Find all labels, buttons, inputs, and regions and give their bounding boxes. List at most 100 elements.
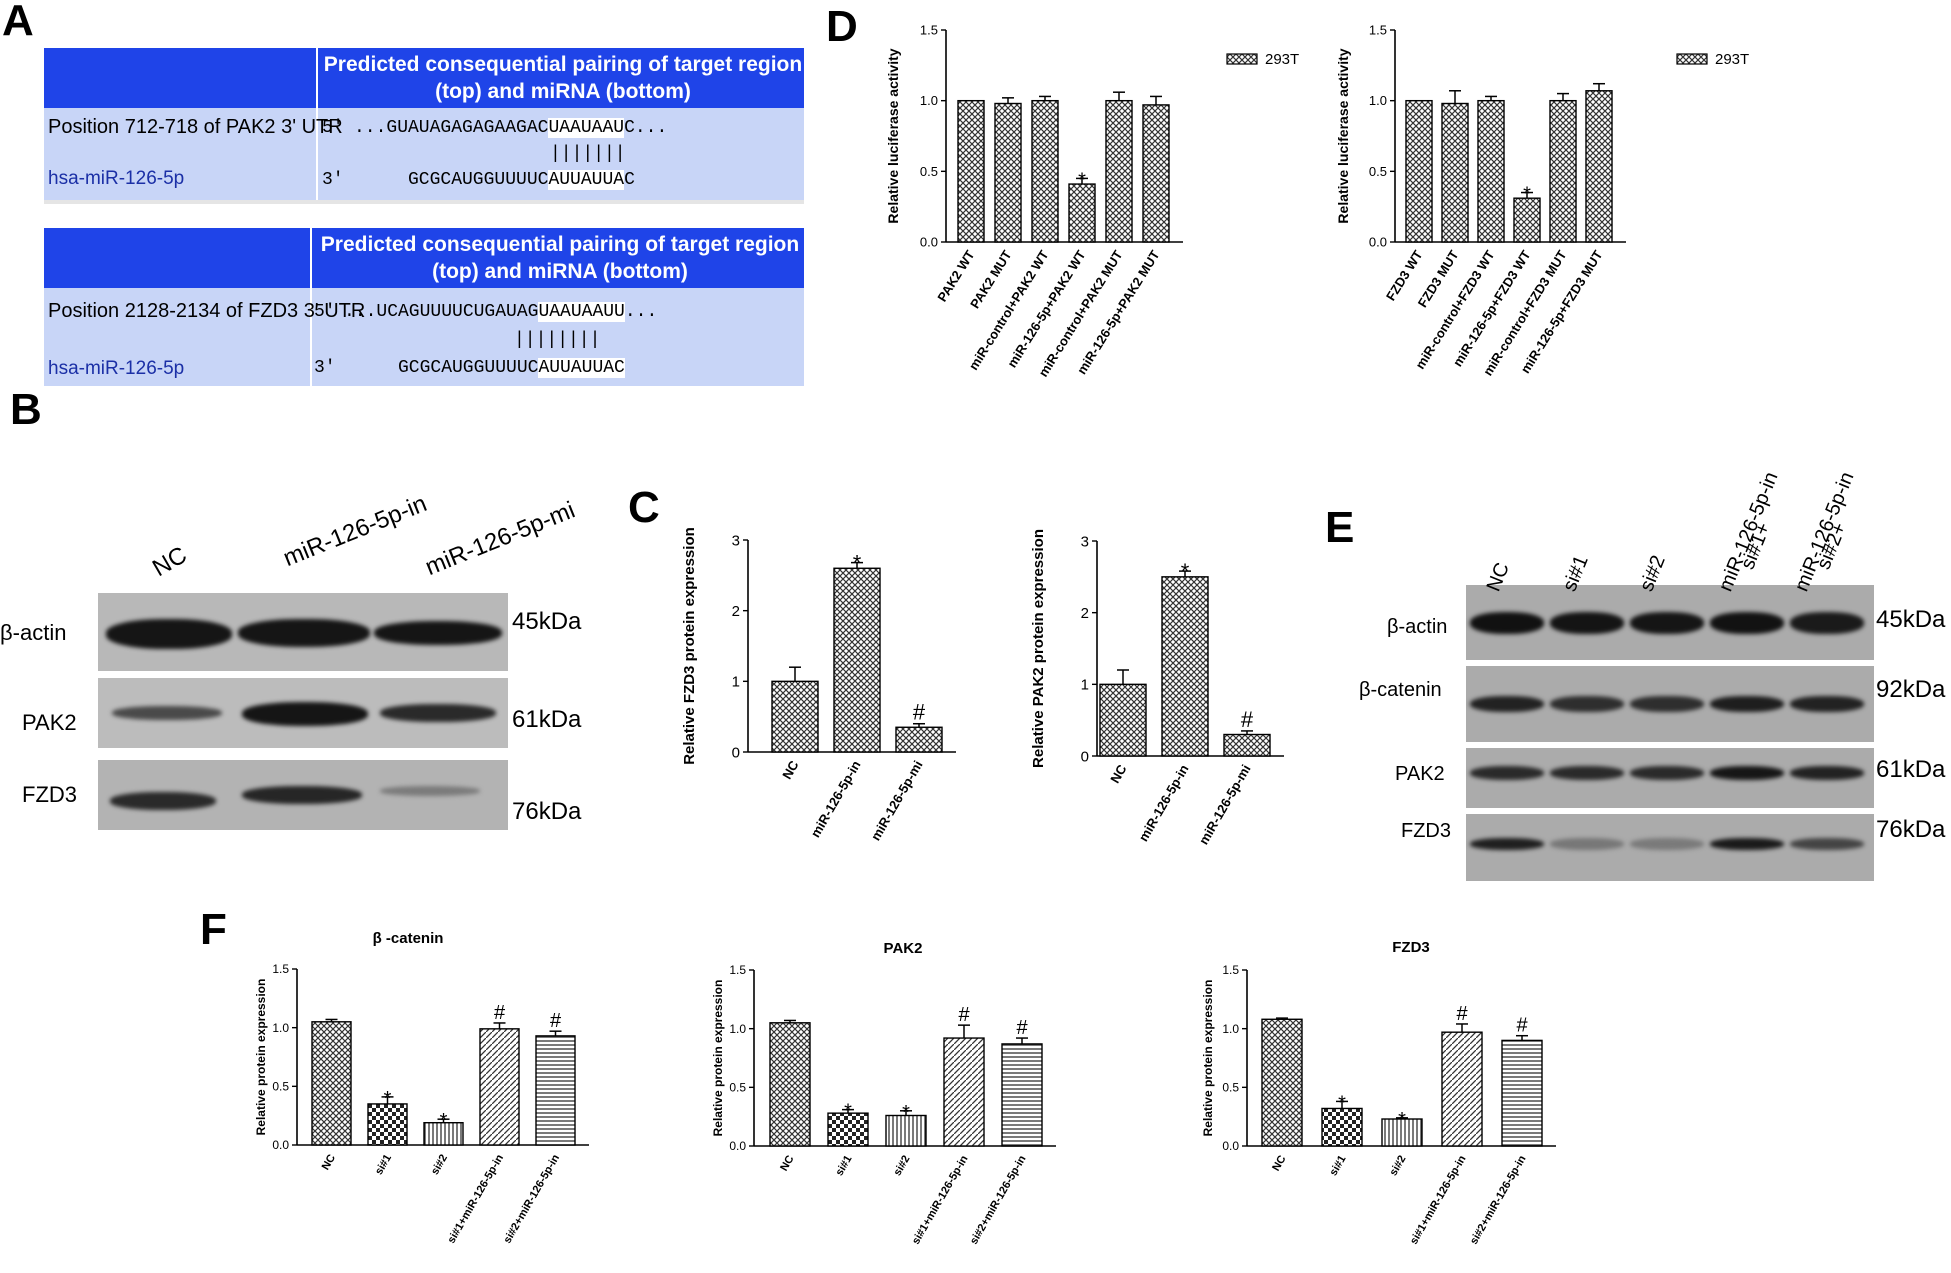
category-label: si#2 bbox=[1387, 1154, 1408, 1179]
category-label: NC bbox=[779, 757, 802, 781]
band bbox=[1630, 838, 1704, 850]
significance-mark: * bbox=[902, 1102, 910, 1124]
chart-title: FZD3 bbox=[1392, 939, 1430, 956]
category-label: si#1 bbox=[373, 1153, 394, 1178]
table-header: Predicted consequential pairing of targe… bbox=[44, 228, 804, 288]
band bbox=[106, 619, 232, 649]
y-tick-label: 1.5 bbox=[272, 962, 289, 976]
category-label: si#2 bbox=[891, 1154, 912, 1179]
kda-label: 76kDa bbox=[1876, 816, 1946, 843]
column-divider bbox=[316, 48, 318, 200]
significance-mark: * bbox=[1523, 184, 1531, 206]
band bbox=[1550, 696, 1624, 712]
legend-label: 293T bbox=[1715, 51, 1749, 68]
protein-label: FZD3 bbox=[22, 782, 77, 807]
target-position: Position 712-718 of PAK2 3' UTR bbox=[48, 116, 343, 138]
category-label: si#1+miR-126-5p-in bbox=[1408, 1153, 1469, 1246]
y-axis-label: Relative PAK2 protein expression bbox=[1030, 529, 1047, 768]
column-divider bbox=[310, 228, 312, 386]
y-tick-label: 2 bbox=[732, 603, 740, 620]
pairing-bars: |||||||| bbox=[514, 330, 601, 350]
protein-label: β-actin bbox=[0, 620, 67, 645]
y-tick-label: 3 bbox=[732, 532, 740, 549]
bar bbox=[1549, 99, 1577, 243]
panel-letter-b: B bbox=[10, 385, 42, 434]
y-axis-label: Relative luciferase activity bbox=[1335, 48, 1351, 223]
bar bbox=[1068, 183, 1096, 243]
bar bbox=[1585, 90, 1613, 243]
bar bbox=[479, 1028, 520, 1146]
bar bbox=[885, 1114, 927, 1147]
prime-5-label: 5' bbox=[314, 302, 336, 322]
protein-label: PAK2 bbox=[1395, 763, 1445, 785]
band bbox=[1470, 766, 1544, 780]
mirna-sequence: GCGCAUGGUUUUCAUUAUUAC bbox=[398, 358, 625, 378]
band bbox=[1710, 838, 1784, 850]
bar bbox=[1001, 1043, 1043, 1147]
chart-title: β -catenin bbox=[373, 930, 444, 947]
bar bbox=[367, 1103, 408, 1146]
bar bbox=[1142, 104, 1170, 243]
y-tick-label: 0.0 bbox=[1222, 1139, 1239, 1153]
band bbox=[110, 792, 216, 810]
significance-mark: * bbox=[844, 1101, 852, 1123]
protein-label: FZD3 bbox=[1401, 820, 1451, 842]
strip-separator bbox=[1466, 660, 1874, 666]
y-tick-label: 1.5 bbox=[920, 23, 938, 38]
band bbox=[1710, 612, 1784, 634]
category-label: NC bbox=[1107, 761, 1130, 785]
mirna-prefix: GCGCAUGGUUUUC bbox=[398, 358, 539, 378]
seed-pairing-table-fzd3: Predicted consequential pairing of targe… bbox=[44, 228, 804, 386]
bar bbox=[943, 1037, 985, 1147]
y-tick-label: 2 bbox=[1081, 605, 1089, 622]
band bbox=[1790, 838, 1864, 850]
significance-mark: * bbox=[1181, 559, 1190, 584]
target-sequence: ...GUAUAGAGAGAAGACUAAUAAUC... bbox=[354, 118, 667, 138]
significance-mark: # bbox=[550, 1010, 562, 1032]
y-tick-label: 0.5 bbox=[1369, 164, 1387, 179]
mirna-suffix: C bbox=[624, 170, 635, 190]
chart-title: PAK2 bbox=[884, 940, 923, 957]
significance-mark: * bbox=[440, 1110, 448, 1132]
kda-label: 76kDa bbox=[512, 798, 582, 825]
band bbox=[1790, 766, 1864, 780]
significance-mark: # bbox=[913, 700, 926, 725]
y-tick-label: 1 bbox=[732, 674, 740, 691]
category-label: si#2+miR-126-5p-in bbox=[968, 1153, 1029, 1246]
band bbox=[1790, 696, 1864, 712]
prime-5-label: 5' bbox=[322, 118, 344, 138]
mirna-name: hsa-miR-126-5p bbox=[48, 358, 185, 379]
y-tick-label: 1.0 bbox=[729, 1022, 746, 1036]
bar bbox=[1261, 1018, 1303, 1147]
legend-swatch bbox=[1676, 53, 1708, 65]
y-tick-label: 0.5 bbox=[1222, 1081, 1239, 1095]
category-label: si#2 bbox=[429, 1153, 450, 1178]
panel-letter-c: C bbox=[628, 483, 660, 532]
target-prefix: ...UCAGUUUUCUGAUAG bbox=[344, 302, 539, 322]
prime-3-label: 3' bbox=[314, 358, 336, 378]
category-label: si#1 bbox=[833, 1154, 854, 1179]
band bbox=[1470, 838, 1544, 850]
band bbox=[380, 786, 480, 796]
category-label: NC bbox=[320, 1152, 338, 1172]
band bbox=[380, 704, 496, 722]
significance-mark: # bbox=[1016, 1017, 1028, 1039]
band bbox=[242, 786, 362, 804]
y-axis-label: Relative protein expression bbox=[254, 979, 268, 1136]
bar bbox=[771, 680, 819, 753]
protein-label: β-actin bbox=[1387, 616, 1448, 638]
bar bbox=[957, 99, 985, 243]
category-label: miR-126-5p-in bbox=[1136, 762, 1192, 844]
band bbox=[1710, 696, 1784, 712]
mirna-sequence: GCGCAUGGUUUUCAUUAUUAC bbox=[408, 170, 635, 190]
bar bbox=[1405, 99, 1433, 243]
prime-3-label: 3' bbox=[322, 170, 344, 190]
blot-membrane-e bbox=[1466, 585, 1874, 881]
y-tick-label: 1.5 bbox=[729, 963, 746, 977]
mirna-seed: AUUAUUAC bbox=[538, 358, 625, 378]
kda-label: 92kDa bbox=[1876, 676, 1946, 703]
strip-separator bbox=[1466, 808, 1874, 814]
panel-letter-e: E bbox=[1325, 503, 1355, 552]
blot-strip-b-actin bbox=[98, 593, 508, 671]
